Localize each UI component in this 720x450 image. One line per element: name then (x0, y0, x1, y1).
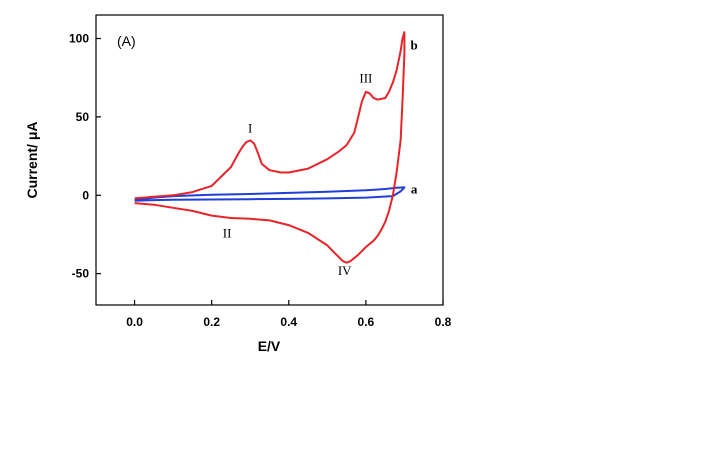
peak-label: IV (338, 263, 352, 278)
plot-frame (95, 14, 444, 306)
series-line-b (134, 31, 406, 264)
x-tick-label: 0.8 (435, 315, 452, 329)
x-tick-label: 0.4 (280, 315, 297, 329)
x-tick-label: 0.2 (203, 315, 220, 329)
y-axis-title: Current/ μA (24, 121, 40, 198)
peak-label: II (223, 226, 232, 241)
curve-label-a: a (411, 182, 418, 197)
peak-label: I (248, 121, 252, 136)
y-tick-label: 0 (82, 188, 89, 202)
series-layer (134, 31, 406, 264)
panel-label: (A) (117, 33, 136, 49)
y-tick-label: 50 (76, 110, 90, 124)
peak-label: III (359, 70, 372, 85)
x-axis-title: E/V (258, 338, 281, 354)
curve-label-b: b (410, 37, 417, 52)
y-tick-label: 100 (69, 32, 89, 46)
y-axis: -50 0 50 100 (69, 32, 101, 281)
series-line-a (134, 186, 406, 202)
x-axis: 0.0 0.2 0.4 0.6 0.8 (126, 300, 452, 329)
y-tick-label: -50 (72, 267, 90, 281)
x-tick-label: 0.6 (358, 315, 375, 329)
x-tick-label: 0.0 (126, 315, 143, 329)
